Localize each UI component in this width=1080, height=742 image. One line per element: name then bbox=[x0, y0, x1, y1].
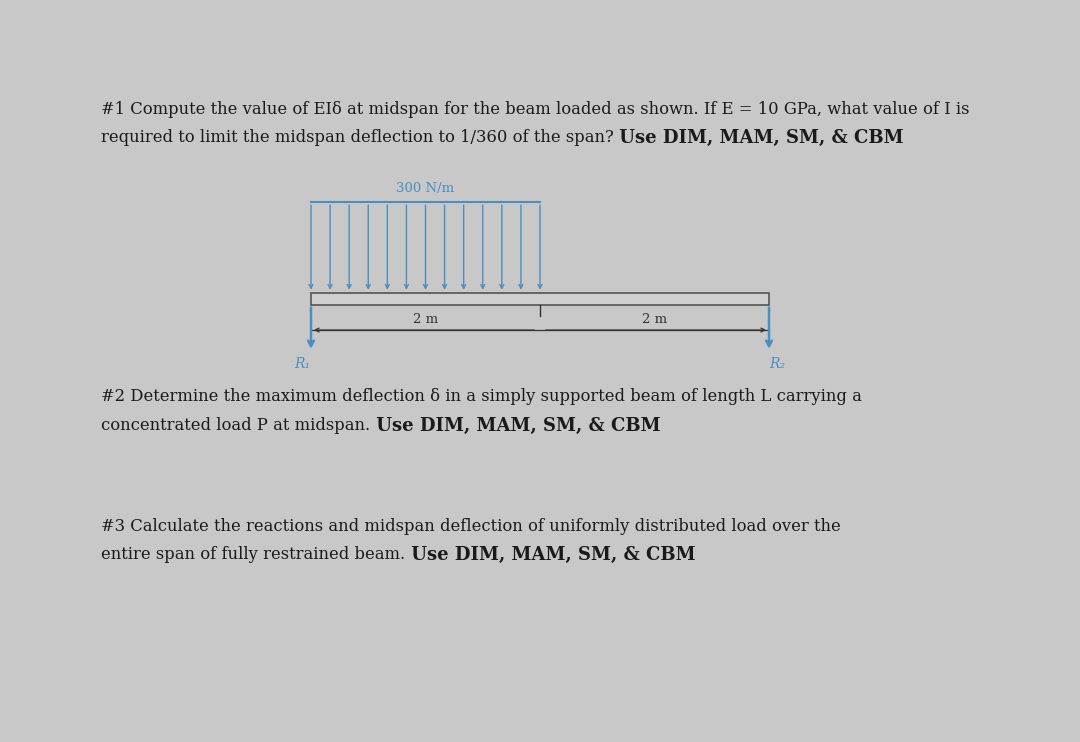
Text: 2 m: 2 m bbox=[642, 313, 667, 326]
Text: concentrated load P at midspan.: concentrated load P at midspan. bbox=[100, 417, 369, 434]
Text: #1 Compute the value of EIδ at midspan for the beam loaded as shown. If E = 10 G: #1 Compute the value of EIδ at midspan f… bbox=[100, 102, 969, 119]
Text: #2 Determine the maximum deflection δ in a simply supported beam of length L car: #2 Determine the maximum deflection δ in… bbox=[100, 388, 862, 405]
Text: required to limit the midspan deflection to 1/360 of the span?: required to limit the midspan deflection… bbox=[100, 128, 613, 145]
Text: Use DIM, MAM, SM, & CBM: Use DIM, MAM, SM, & CBM bbox=[405, 546, 696, 565]
Text: #3 Calculate the reactions and midspan deflection of uniformly distributed load : #3 Calculate the reactions and midspan d… bbox=[100, 518, 840, 535]
Text: 300 N/m: 300 N/m bbox=[396, 182, 455, 195]
Text: R₂: R₂ bbox=[770, 357, 785, 370]
Text: Use DIM, MAM, SM, & CBM: Use DIM, MAM, SM, & CBM bbox=[369, 417, 661, 435]
Text: R₁: R₁ bbox=[295, 357, 310, 370]
Bar bbox=[311, 292, 769, 305]
Text: Use DIM, MAM, SM, & CBM: Use DIM, MAM, SM, & CBM bbox=[613, 128, 904, 147]
Text: entire span of fully restrained beam.: entire span of fully restrained beam. bbox=[100, 546, 405, 563]
Text: 2 m: 2 m bbox=[413, 313, 438, 326]
